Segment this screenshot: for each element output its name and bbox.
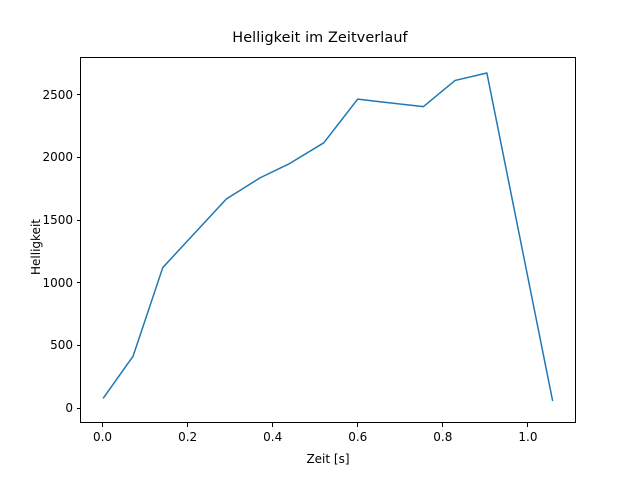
x-tick-mark <box>272 423 274 427</box>
series-line-helligkeit <box>102 72 554 402</box>
y-tick-mark <box>76 282 80 284</box>
y-tick-mark <box>76 94 80 96</box>
data-line-series <box>102 72 554 402</box>
chart-title: Helligkeit im Zeitverlauf <box>232 30 408 46</box>
x-tick-mark <box>101 423 104 427</box>
y-axis-label: Helligkeit <box>29 219 43 275</box>
x-axis-label: Zeit [s] <box>306 452 350 466</box>
y-tick-mark <box>76 156 80 158</box>
x-tick-label: 1.0 <box>518 430 538 444</box>
y-tick-mark <box>76 407 80 409</box>
y-tick-mark <box>76 344 80 347</box>
x-tick-label: 0.8 <box>433 430 453 444</box>
y-tick-label: 1000 <box>42 275 73 290</box>
y-tick-mark <box>76 219 80 221</box>
x-tick-label: 0.4 <box>263 430 283 444</box>
x-tick-label: 0.0 <box>92 430 113 444</box>
plot-area <box>80 57 576 423</box>
x-tick-mark <box>442 423 444 427</box>
y-tick-label: 2000 <box>42 150 73 165</box>
x-tick-mark <box>357 423 359 427</box>
y-tick-label: 2500 <box>42 87 73 102</box>
y-tick-label: 1500 <box>42 213 73 228</box>
x-tick-label: 0.2 <box>178 430 198 444</box>
x-tick-label: 0.6 <box>348 430 368 444</box>
x-tick-mark <box>527 423 529 427</box>
y-tick-label: 500 <box>50 338 73 353</box>
x-tick-mark <box>187 423 189 427</box>
y-tick-label: 0 <box>65 401 73 416</box>
